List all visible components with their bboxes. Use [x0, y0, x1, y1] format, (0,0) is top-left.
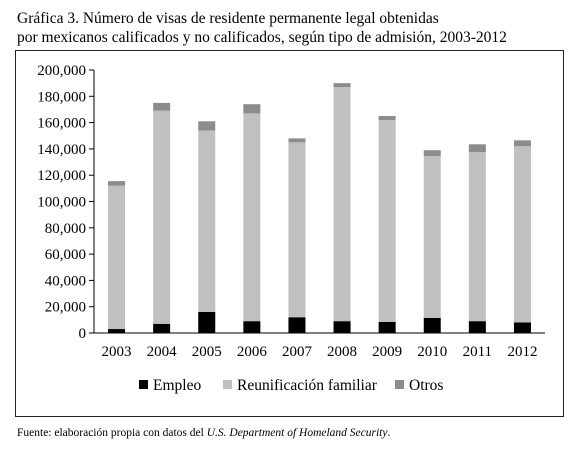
bar-segment-reunificacion: [153, 110, 171, 324]
chart-title-line-1: Gráfica 3. Número de visas de residente …: [17, 10, 439, 27]
bar-segment-otros: [243, 104, 261, 114]
bar-segment-empleo: [423, 317, 441, 333]
legend-swatch: [395, 380, 404, 389]
bar-segment-otros: [333, 83, 351, 88]
bar-segment-empleo: [378, 321, 396, 333]
bar-segment-otros: [423, 150, 441, 157]
source-prefix: Fuente: elaboración propia con datos del: [17, 427, 207, 439]
y-tick-label: 140,000: [37, 142, 86, 158]
x-tick-label: 2012: [507, 344, 537, 360]
y-tick-label: 80,000: [45, 221, 86, 237]
bar-segment-reunificacion: [423, 156, 441, 318]
legend-swatch: [139, 380, 148, 389]
y-tick-label: 100,000: [37, 195, 86, 211]
y-tick-label: 200,000: [37, 63, 86, 79]
bar-segment-reunificacion: [468, 152, 486, 322]
bar-segment-empleo: [198, 311, 216, 333]
stacked-bar-chart: 0 20,000 40,000 60,000 80,000 100,000 120,000 1…: [37, 63, 545, 394]
y-tick-label: 0: [79, 326, 87, 342]
bar-segment-otros: [153, 102, 171, 111]
chart-frame: [15, 50, 564, 417]
x-tick-label: 2007: [282, 344, 313, 360]
bar-segment-otros: [513, 140, 531, 147]
bar-segment-empleo: [243, 321, 261, 333]
y-tick-label: 120,000: [37, 168, 86, 184]
bar-segment-otros: [468, 144, 486, 153]
bar-segment-reunificacion: [378, 119, 396, 322]
chart-title-line-2: por mexicanos calificados y no calificad…: [17, 29, 507, 46]
y-tick-label: 60,000: [45, 247, 86, 263]
bar-segment-empleo: [333, 321, 351, 333]
legend-label: Empleo: [153, 377, 201, 394]
source-suffix: .: [387, 427, 391, 439]
bar-segment-empleo: [153, 323, 171, 333]
bar-segment-reunificacion: [288, 142, 306, 318]
bar-segment-otros: [198, 121, 216, 131]
bar-segment-otros: [288, 138, 306, 143]
bar-segment-reunificacion: [333, 87, 351, 322]
x-tick-label: 2009: [372, 344, 402, 360]
source-italic: U.S. Department of Homeland Security: [206, 427, 388, 439]
y-tick-label: 180,000: [37, 89, 86, 105]
legend-label: Reunificación familiar: [237, 377, 378, 394]
bar-segment-empleo: [468, 321, 486, 333]
x-tick-label: 2008: [327, 344, 357, 360]
legend-label: Otros: [409, 377, 443, 394]
bar-segment-empleo: [108, 329, 126, 333]
bar-segment-reunificacion: [108, 185, 126, 330]
bar-segment-empleo: [288, 317, 306, 333]
x-tick-label: 2006: [237, 344, 268, 360]
y-tick-label: 20,000: [45, 300, 86, 316]
x-tick-label: 2005: [192, 344, 222, 360]
x-tick-label: 2011: [463, 344, 492, 360]
bar-segment-reunificacion: [243, 113, 261, 322]
bar-segment-otros: [378, 116, 396, 120]
y-tick-label: 160,000: [37, 116, 86, 132]
legend-swatch: [223, 380, 232, 389]
chart-title: Gráfica 3. Número de visas de residente …: [17, 9, 507, 47]
x-tick-label: 2003: [102, 344, 132, 360]
x-tick-label: 2004: [147, 344, 178, 360]
y-tick-label: 40,000: [45, 273, 86, 289]
x-tick-label: 2010: [417, 344, 447, 360]
bar-segment-otros: [108, 181, 126, 186]
bar-segment-reunificacion: [513, 146, 531, 323]
bar-segment-empleo: [513, 322, 531, 333]
source-note: Fuente: elaboración propia con datos del…: [17, 427, 390, 439]
bar-segment-reunificacion: [198, 130, 216, 312]
